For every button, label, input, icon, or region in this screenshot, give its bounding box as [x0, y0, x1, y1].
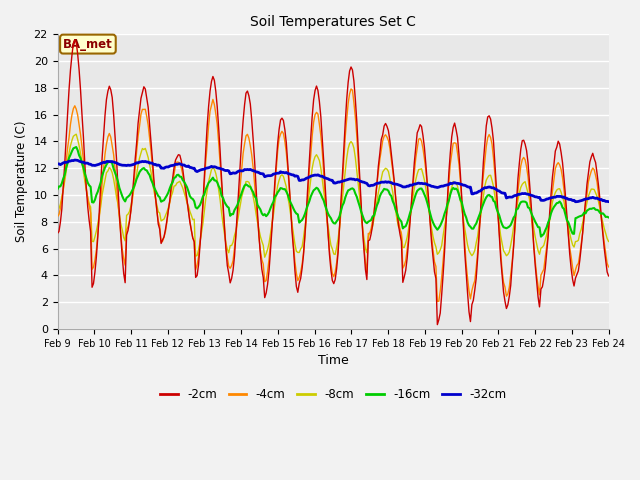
Y-axis label: Soil Temperature (C): Soil Temperature (C) — [15, 121, 28, 242]
Title: Soil Temperatures Set C: Soil Temperatures Set C — [250, 15, 416, 29]
Legend: -2cm, -4cm, -8cm, -16cm, -32cm: -2cm, -4cm, -8cm, -16cm, -32cm — [155, 383, 511, 406]
X-axis label: Time: Time — [317, 354, 348, 367]
Text: BA_met: BA_met — [63, 37, 113, 50]
